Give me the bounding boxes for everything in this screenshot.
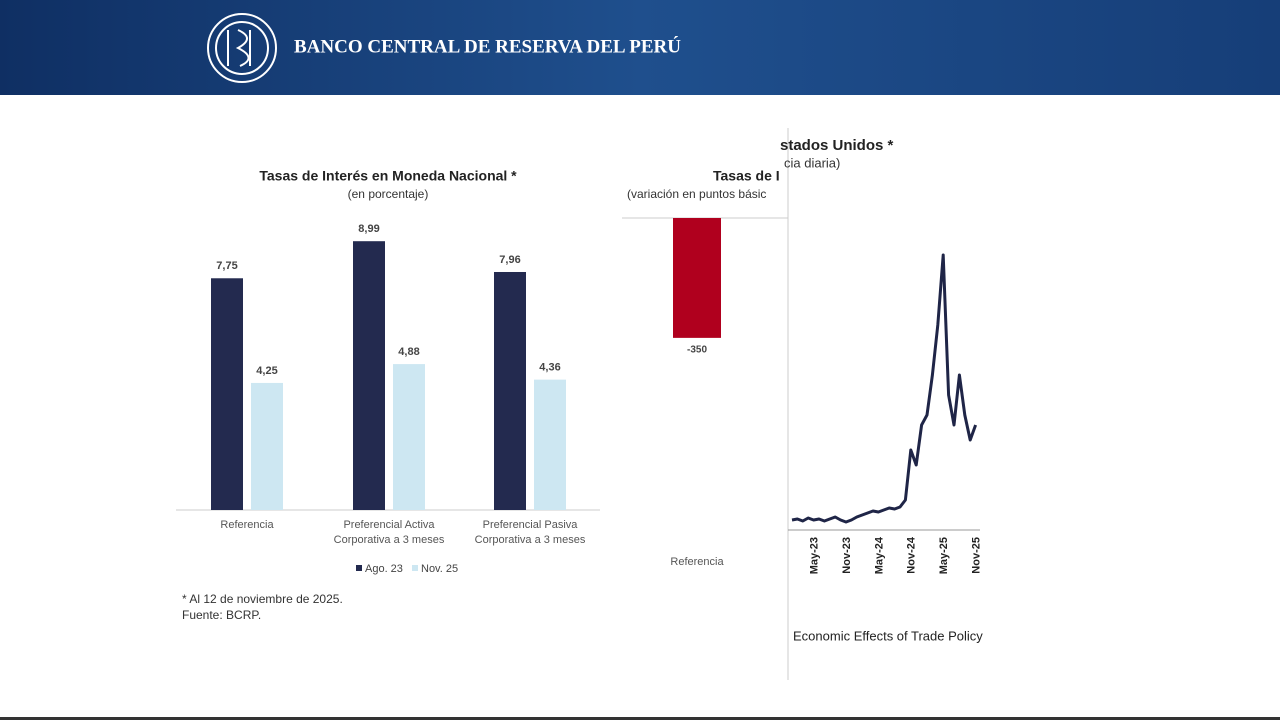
data-label: 4,25 <box>256 365 277 377</box>
header-title: BANCO CENTRAL DE RESERVA DEL PERÚ <box>294 35 681 57</box>
footnote: Fuente: BCRP. <box>182 608 261 622</box>
x-tick-label: Nov-24 <box>906 536 918 574</box>
bar <box>211 278 243 510</box>
legend-swatch <box>412 565 418 571</box>
line-series <box>791 253 978 524</box>
x-tick-label: Referencia <box>670 556 724 568</box>
x-tick-label: Referencia <box>220 519 274 531</box>
logo <box>207 13 277 83</box>
data-label: 4,88 <box>398 346 419 358</box>
chart-title: Tasas de I <box>713 168 780 184</box>
data-label: 4,36 <box>539 362 560 374</box>
data-label: 7,96 <box>499 254 520 266</box>
x-tick-label: Preferencial Pasiva Corporativa a 3 mese… <box>474 519 586 546</box>
bottom-edge <box>0 717 1280 720</box>
data-label: 7,75 <box>216 260 237 272</box>
chart-title: Tasas de Interés en Moneda Nacional * <box>259 168 517 184</box>
x-tick-label: May-24 <box>873 536 885 574</box>
legend-label: Nov. 25 <box>421 563 458 575</box>
x-tick-label: May-23 <box>809 537 821 574</box>
data-label: -350 <box>687 345 707 356</box>
x-tick-label: Nov-25 <box>971 537 983 574</box>
legend-swatch <box>356 565 362 571</box>
panel <box>788 128 1018 680</box>
chart-subtitle: (en porcentaje) <box>348 187 429 201</box>
chart-subtitle: cia diaria) <box>784 155 840 170</box>
bar <box>494 271 526 510</box>
header-bar <box>0 0 1280 95</box>
bar <box>393 364 425 510</box>
legend-label: Ago. 23 <box>365 563 403 575</box>
x-tick-label: May-25 <box>938 537 950 574</box>
chart-title: stados Unidos * <box>780 137 894 154</box>
x-tick-label: Preferencial Activa Corporativa a 3 mese… <box>333 519 445 546</box>
bar <box>534 379 566 510</box>
bar <box>673 218 721 338</box>
source: Economic Effects of Trade Policy <box>793 628 983 643</box>
footnote: * Al 12 de noviembre de 2025. <box>182 592 343 606</box>
chart-subtitle: (variación en puntos básic <box>627 187 766 201</box>
bar <box>251 382 283 510</box>
data-label: 8,99 <box>358 223 379 235</box>
bar <box>353 241 385 510</box>
x-tick-label: Nov-23 <box>841 537 853 574</box>
